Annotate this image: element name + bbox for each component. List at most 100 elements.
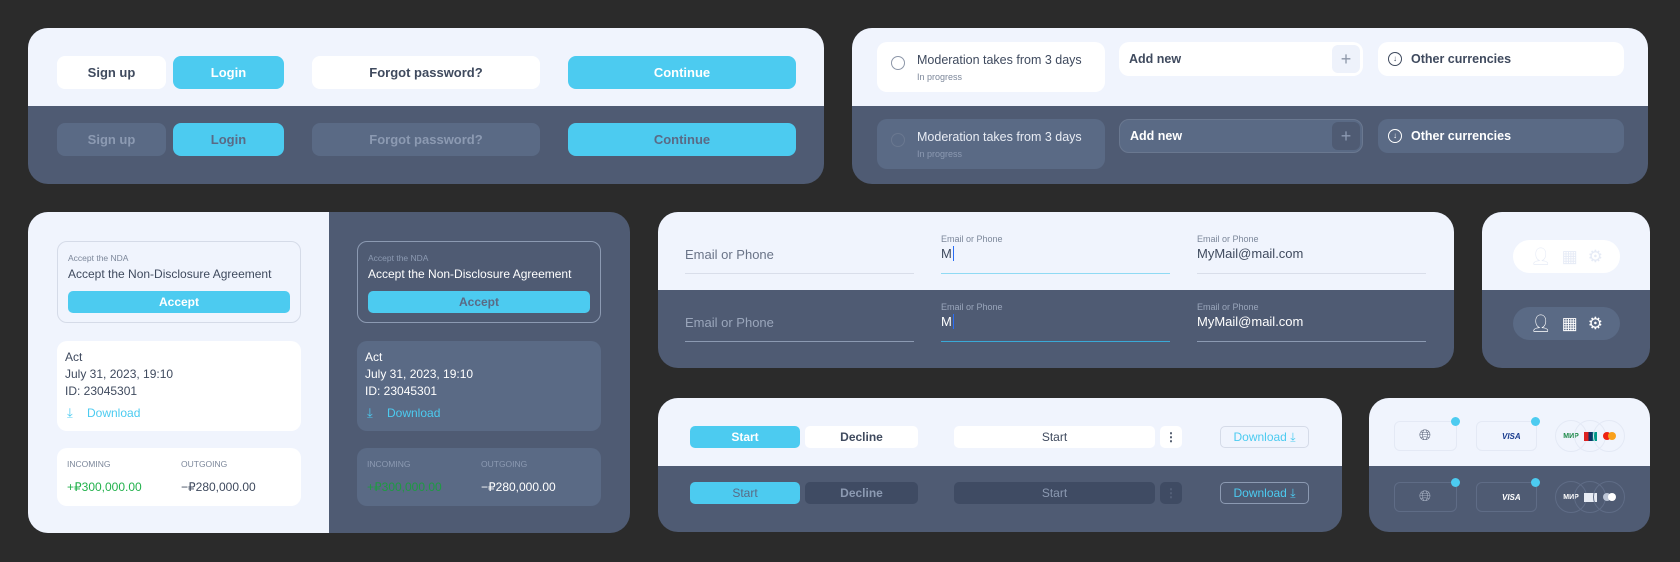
check-icon: [1451, 478, 1460, 487]
download-link[interactable]: Download: [387, 406, 441, 420]
web-payment-option-dark[interactable]: 🌐︎: [1394, 478, 1460, 512]
check-icon: [1531, 478, 1540, 487]
download-link[interactable]: Download: [87, 406, 141, 420]
web-payment-option[interactable]: 🌐︎: [1394, 417, 1460, 451]
decline-button-dark[interactable]: Decline: [805, 482, 918, 504]
act-title: Act: [65, 350, 83, 364]
auth-buttons-panel: Sign up Login Forgot password? Continue …: [28, 28, 824, 184]
act-id: ID: 23045301: [365, 384, 438, 398]
email-field-empty[interactable]: Email or Phone: [685, 234, 914, 274]
email-label: Email or Phone: [941, 234, 1003, 244]
visa-logo: VISA: [1502, 432, 1521, 441]
toolbar-dark: 👤︎ ▦ ⚙: [1513, 307, 1620, 340]
card-networks-group-dark[interactable]: МИР: [1555, 481, 1625, 513]
email-field-filled[interactable]: Email or Phone MyMail@mail.com: [1197, 234, 1426, 274]
moderation-card: Moderation takes from 3 days In progress: [877, 42, 1105, 92]
incoming-label: INCOMING: [67, 459, 111, 469]
status-cards-panel: Moderation takes from 3 days In progress…: [852, 28, 1648, 184]
plus-icon[interactable]: +: [1332, 45, 1360, 73]
other-currencies-button-dark[interactable]: ↓ Other currencies: [1378, 119, 1624, 153]
download-circle-icon: ↓: [1388, 52, 1402, 66]
email-value: M: [941, 314, 954, 329]
download-icon: ⤓: [1290, 485, 1296, 500]
accept-button-dark[interactable]: Accept: [368, 291, 590, 313]
add-new-label: Add new: [1130, 129, 1183, 143]
add-new-field-dark[interactable]: Add new +: [1119, 119, 1363, 153]
download-button-dark[interactable]: Download ⤓: [1220, 482, 1309, 504]
start-button-dark[interactable]: Start: [690, 482, 800, 504]
grid-icon[interactable]: ▦: [1561, 246, 1578, 266]
nda-label: Accept the NDA: [368, 253, 429, 263]
add-new-field[interactable]: Add new +: [1119, 42, 1363, 76]
act-card: Act July 31, 2023, 19:10 ID: 23045301 ⤓ …: [57, 341, 301, 431]
email-field-filled-dark[interactable]: Email or Phone MyMail@mail.com: [1197, 302, 1426, 342]
start-wide-button[interactable]: Start: [954, 426, 1155, 448]
act-id: ID: 23045301: [65, 384, 138, 398]
outgoing-amount: −₽280,000.00: [481, 480, 556, 494]
start-wide-button-dark[interactable]: Start: [954, 482, 1155, 504]
email-field-empty-dark[interactable]: Email or Phone: [685, 302, 914, 342]
email-label: Email or Phone: [1197, 302, 1259, 312]
more-options-icon[interactable]: ⋮: [1160, 482, 1182, 504]
mastercard-logo: [1593, 420, 1625, 452]
toolbar-light: 👤︎ ▦ ⚙: [1513, 240, 1620, 273]
gear-icon[interactable]: ⚙: [1587, 246, 1603, 266]
download-circle-icon: ↓: [1388, 129, 1402, 143]
other-currencies-label: Other currencies: [1411, 52, 1512, 66]
forgot-password-button[interactable]: Forgot password?: [312, 56, 540, 89]
email-label: Email or Phone: [1197, 234, 1259, 244]
act-title: Act: [365, 350, 383, 364]
action-buttons-panel: Start Decline Start ⋮ Download ⤓ Start D…: [658, 398, 1342, 532]
moderation-status: In progress: [917, 72, 963, 82]
user-icon[interactable]: 👤︎: [1530, 313, 1552, 333]
login-button-dark[interactable]: Login: [173, 123, 284, 156]
icon-toolbar-panel: 👤︎ ▦ ⚙ 👤︎ ▦ ⚙: [1482, 212, 1650, 368]
check-icon: [1451, 417, 1460, 426]
plus-icon[interactable]: +: [1332, 122, 1360, 150]
download-icon: ⤓: [67, 405, 73, 420]
download-icon: ⤓: [1290, 429, 1296, 444]
act-date: July 31, 2023, 19:10: [365, 367, 474, 381]
globe-icon: 🌐︎: [1419, 488, 1432, 505]
clock-icon: [891, 56, 905, 70]
gear-icon[interactable]: ⚙: [1587, 313, 1603, 333]
download-icon: ⤓: [367, 405, 373, 420]
grid-icon[interactable]: ▦: [1561, 313, 1578, 333]
other-currencies-label: Other currencies: [1411, 129, 1512, 143]
download-label: Download: [1233, 486, 1287, 500]
nda-title: Accept the Non-Disclosure Agreement: [368, 267, 572, 281]
card-networks-group[interactable]: МИР: [1555, 420, 1625, 452]
email-field-focused-dark[interactable]: Email or Phone M: [941, 302, 1170, 342]
user-icon[interactable]: 👤︎: [1530, 246, 1552, 266]
email-value: MyMail@mail.com: [1197, 314, 1304, 329]
other-currencies-button[interactable]: ↓ Other currencies: [1378, 42, 1624, 76]
download-label: Download: [1233, 430, 1287, 444]
continue-button[interactable]: Continue: [568, 56, 796, 89]
visa-logo: VISA: [1502, 493, 1521, 502]
decline-button[interactable]: Decline: [805, 426, 918, 448]
totals-card: INCOMING OUTGOING +₽300,000.00 −₽280,000…: [57, 448, 301, 506]
totals-card-dark: INCOMING OUTGOING +₽300,000.00 −₽280,000…: [357, 448, 601, 506]
email-value: MyMail@mail.com: [1197, 246, 1304, 261]
documents-panel: Accept the NDA Accept the Non-Disclosure…: [28, 212, 630, 533]
sign-up-button[interactable]: Sign up: [57, 56, 166, 89]
input-fields-panel: Email or Phone Email or Phone M Email or…: [658, 212, 1454, 368]
accept-button[interactable]: Accept: [68, 291, 290, 313]
payment-methods-panel: 🌐︎ VISA МИР 🌐︎ VISA МИР: [1369, 398, 1650, 532]
mastercard-logo: [1593, 481, 1625, 513]
visa-payment-option-dark[interactable]: VISA: [1476, 478, 1540, 512]
outgoing-label: OUTGOING: [181, 459, 228, 469]
visa-payment-option[interactable]: VISA: [1476, 417, 1540, 451]
sign-up-button-dark[interactable]: Sign up: [57, 123, 166, 156]
forgot-password-button-dark[interactable]: Forgot password?: [312, 123, 540, 156]
email-value: M: [941, 246, 954, 261]
more-options-icon[interactable]: ⋮: [1160, 426, 1182, 448]
start-button[interactable]: Start: [690, 426, 800, 448]
login-button[interactable]: Login: [173, 56, 284, 89]
email-field-focused[interactable]: Email or Phone M: [941, 234, 1170, 274]
download-button[interactable]: Download ⤓: [1220, 426, 1309, 448]
moderation-status: In progress: [917, 149, 963, 159]
globe-icon: 🌐︎: [1419, 427, 1432, 444]
continue-button-dark[interactable]: Continue: [568, 123, 796, 156]
moderation-title: Moderation takes from 3 days: [917, 53, 1082, 67]
